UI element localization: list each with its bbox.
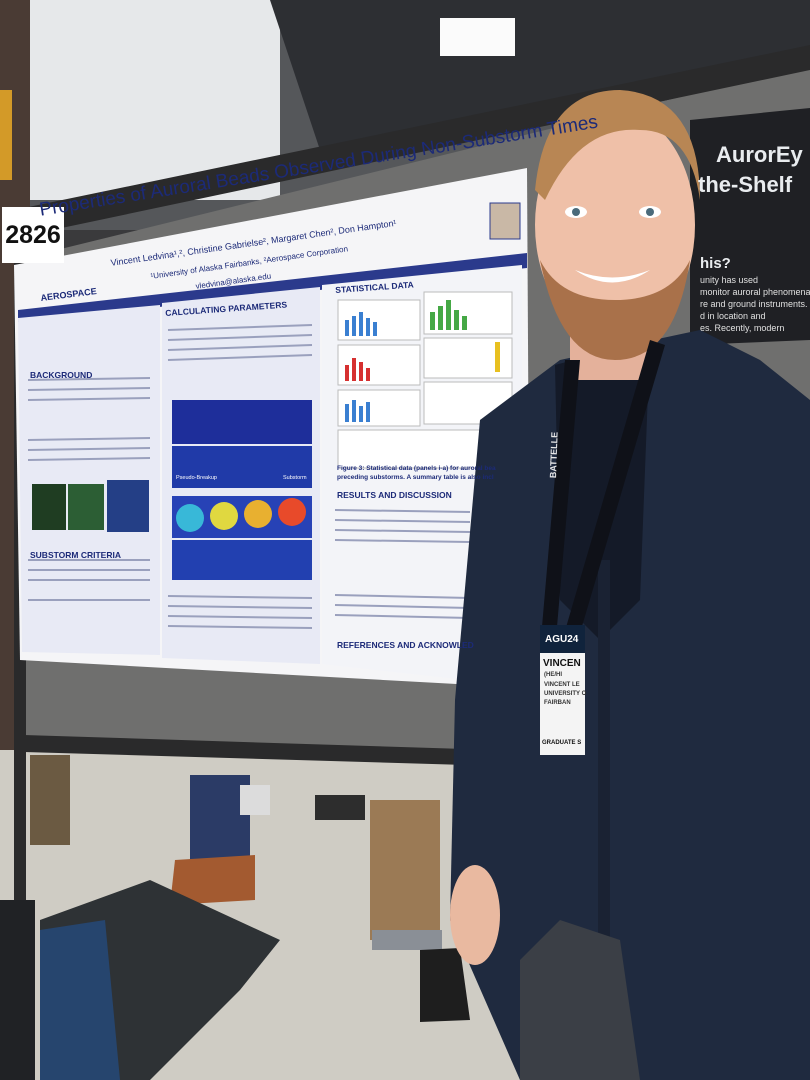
figure3-caption: Figure 3: Statistical data (panels i-a) … [337,465,496,472]
panel-label-pseudo-breakup: Pseudo-Breakup [176,475,217,481]
lanyard [540,360,580,650]
right-poster-line: re and ground instruments. [700,299,808,309]
badge-line: VINCENT LE [544,682,580,688]
right-poster-line: es. Recently, modern [700,323,785,333]
backpack [40,920,120,1080]
right-poster-heading-1: AurorEy [716,142,803,167]
badge-pronoun: (HE/HI [544,672,562,678]
badge-role: GRADUATE S [542,740,582,746]
shirt [555,340,650,640]
face [535,110,695,340]
section-substorm-criteria: SUBSTORM CRITERIA [30,550,121,560]
badge-name: VINCEN [543,658,581,669]
right-poster-line: d in location and [700,311,766,321]
figure3-caption-2: preceding substorms. A summary table is … [337,474,494,481]
beard [540,260,690,360]
section-results: RESULTS AND DISCUSSION [337,490,452,500]
right-poster [690,108,810,345]
booth-number: 2826 [2,207,64,263]
badge-line: UNIVERSITY O [544,691,587,697]
hand [450,865,500,965]
badge-event: AGU24 [545,634,579,645]
badge-line: FAIRBAN [544,700,571,706]
right-poster-line: monitor auroral phenomena [700,287,810,297]
right-poster-subheading: his? [700,255,731,272]
lanyard-text: BATTELLE [548,431,560,479]
blazer [450,330,810,1080]
section-background: BACKGROUND [30,370,93,380]
hair [535,90,700,200]
ceiling-light [440,18,515,56]
panel-label-substorm: Substorm [283,475,307,481]
section-references: REFERENCES AND ACKNOWLED [337,640,474,650]
right-poster-line: unity has used [700,275,759,285]
right-poster-heading-2: the-Shelf [698,172,793,197]
